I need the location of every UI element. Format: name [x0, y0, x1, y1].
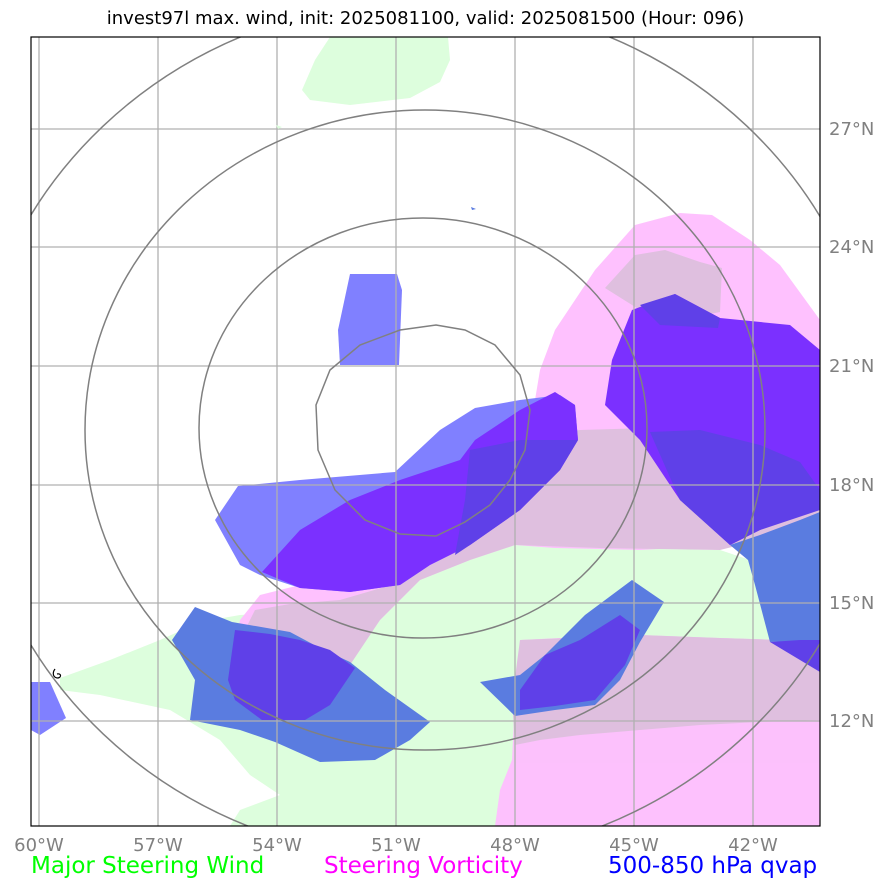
legend-steering-wind: Major Steering Wind [31, 853, 265, 879]
lon-label: 45°W [609, 835, 659, 856]
lon-label: 48°W [490, 835, 540, 856]
legend-qvap: 500-850 hPa qvap [608, 853, 818, 879]
map-frame [30, 36, 821, 827]
lon-label: 57°W [133, 835, 183, 856]
lat-label: 24°N [829, 237, 874, 258]
lon-label: 42°W [728, 835, 778, 856]
small-features [52, 125, 476, 679]
lat-label: 18°N [829, 475, 874, 496]
lat-label: 27°N [829, 119, 874, 140]
lat-label: 21°N [829, 356, 874, 377]
longitude-labels: 60°W 57°W 54°W 51°W 48°W 45°W 42°W [14, 835, 778, 856]
range-rings [31, 37, 820, 826]
lon-label: 60°W [14, 835, 64, 856]
map-plot-area [31, 37, 820, 826]
lon-label: 51°W [371, 835, 421, 856]
map-title: invest97l max. wind, init: 2025081100, v… [106, 8, 745, 29]
lon-label: 54°W [252, 835, 302, 856]
map-graticule [31, 37, 820, 826]
legend-steering-vorticity: Steering Vorticity [324, 853, 523, 879]
latitude-labels: 27°N 24°N 21°N 18°N 15°N 12°N [829, 119, 874, 732]
lat-label: 12°N [829, 711, 874, 732]
lat-label: 15°N [829, 593, 874, 614]
